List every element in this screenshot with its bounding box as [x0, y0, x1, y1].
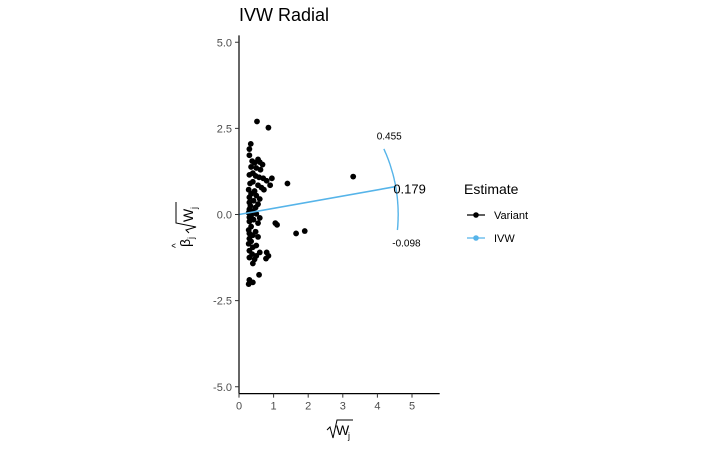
variant-point	[274, 221, 280, 228]
variant-points	[245, 118, 357, 287]
legend-title: Estimate	[464, 181, 519, 197]
variant-point	[246, 146, 253, 152]
variant-point	[247, 140, 254, 147]
variant-point	[247, 180, 253, 187]
ivw-ci-arc	[383, 148, 399, 231]
y-tick-label: -5.0	[213, 382, 232, 394]
x-axis-label: W j	[326, 419, 353, 441]
chart-title: IVW Radial	[239, 5, 329, 25]
legend-entry-ivw: IVW	[467, 233, 515, 245]
svg-text:j: j	[189, 207, 199, 210]
variant-point	[268, 175, 275, 182]
x-tick-label: 4	[374, 401, 380, 413]
ivw-estimate-label: 0.179	[393, 181, 426, 196]
x-tick-label: 0	[236, 401, 242, 413]
svg-text:W: W	[180, 208, 196, 222]
x-tick-label: 3	[340, 401, 346, 413]
variant-point	[249, 279, 256, 286]
variant-point	[253, 252, 260, 259]
variant-point	[263, 255, 269, 262]
ivw-upper-label: 0.455	[377, 131, 402, 142]
svg-text:j: j	[186, 237, 196, 240]
y-tick-label: 5.0	[217, 37, 232, 49]
legend-entry-variant: Variant	[467, 210, 528, 222]
variant-point	[267, 182, 274, 189]
variant-point	[246, 152, 253, 159]
legend: Estimate Variant IVW	[464, 181, 528, 245]
y-axis-label: β ^ j W j	[171, 202, 199, 248]
variant-point	[249, 260, 256, 267]
y-tick-label: -2.5	[213, 296, 232, 308]
variant-point	[256, 196, 263, 202]
variant-point	[246, 171, 253, 178]
variant-point	[248, 164, 255, 170]
variant-point	[255, 233, 261, 240]
variant-point	[246, 218, 253, 225]
x-tick-label: 2	[305, 401, 311, 413]
variant-point	[350, 173, 357, 180]
variant-point	[251, 159, 258, 166]
variant-point	[257, 166, 264, 173]
variant-point	[293, 230, 299, 237]
svg-text:j: j	[347, 431, 350, 441]
svg-text:β: β	[177, 239, 193, 247]
variant-point	[254, 118, 260, 125]
ivw-line	[238, 185, 396, 216]
variant-point	[258, 184, 265, 191]
y-tick-label: 2.5	[217, 123, 232, 135]
variant-point	[265, 124, 272, 131]
x-tick-label: 5	[409, 401, 415, 413]
variant-point	[255, 220, 261, 227]
variant-point	[246, 254, 253, 261]
variant-point	[256, 271, 262, 278]
variant-point	[245, 240, 252, 247]
legend-label-variant: Variant	[494, 210, 528, 222]
legend-label-ivw: IVW	[494, 233, 515, 245]
y-tick-label: 0.0	[217, 210, 232, 222]
variant-point	[301, 228, 308, 234]
ivw-lower-label: -0.098	[392, 239, 421, 250]
svg-text:W: W	[336, 422, 350, 438]
ivw-estimate: 0.179 0.455 -0.098	[238, 131, 426, 250]
variant-point	[256, 215, 263, 221]
variant-point	[259, 161, 266, 168]
svg-text:^: ^	[171, 243, 182, 248]
variant-point	[263, 177, 270, 184]
variant-point	[284, 180, 291, 187]
axes: -5.0 -2.5 0.0 2.5 5.0 0 1 2 3 4 5	[213, 35, 440, 413]
variant-point	[246, 194, 253, 201]
x-tick-label: 1	[271, 401, 277, 413]
